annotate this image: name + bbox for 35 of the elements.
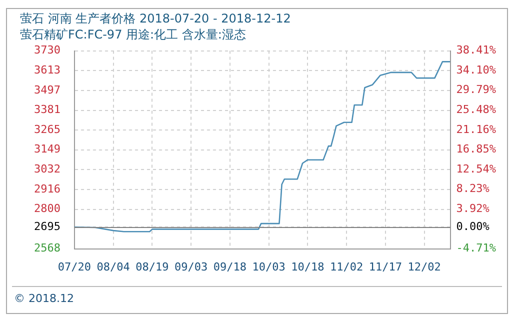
y2-tick-label: 25.48% [456, 103, 496, 116]
y2-tick-label: 16.85% [456, 142, 496, 156]
y2-tick-label: 21.16% [456, 122, 496, 136]
y-tick-label: 3381 [34, 103, 60, 116]
y2-tick-label: 8.23% [456, 182, 490, 196]
y2-tick-label: 38.41% [456, 44, 496, 57]
text: © 2018.12 [14, 292, 74, 305]
x-tick-label: 08/04 [96, 260, 130, 274]
y-tick-label: 2695 [34, 220, 60, 234]
y-tick-label: 2568 [34, 242, 60, 255]
x-tick-label: 08/19 [136, 260, 169, 274]
x-tick-label: 11/17 [368, 260, 402, 274]
x-tick-label: 10/03 [252, 260, 286, 274]
y2-tick-label: 34.10% [456, 63, 496, 76]
y2-tick-label: 12.54% [456, 162, 496, 176]
y-tick-label: 3265 [34, 122, 60, 136]
y2-tick-label: 29.79% [456, 83, 496, 96]
x-tick-label: 07/20 [58, 260, 92, 274]
y-tick-label: 2916 [34, 182, 60, 196]
y-tick-label: 3032 [34, 162, 60, 176]
y2-tick-label: -4.71% [456, 242, 496, 255]
y-tick-label: 3730 [34, 44, 60, 57]
y-tick-label: 3497 [34, 83, 60, 96]
y-tick-label: 3149 [34, 142, 60, 156]
x-tick-label: 12/02 [408, 260, 441, 274]
x-tick-label: 11/02 [330, 260, 364, 274]
y2-tick-label: 0.00% [456, 220, 490, 234]
y2-tick-label: 3.92% [456, 202, 490, 216]
y-tick-label: 2800 [34, 202, 60, 216]
x-tick-label: 09/18 [213, 260, 247, 274]
chart-title: 萤石 河南 生产者价格 2018-07-20 - 2018-12-12 [20, 11, 291, 26]
x-tick-label: 10/18 [291, 260, 324, 274]
chart-subtitle: 萤石精矿FC:FC-97 用途:化工 含水量:湿态 [20, 28, 246, 42]
x-tick-label: 09/03 [174, 260, 208, 274]
y-tick-label: 3613 [34, 64, 60, 77]
